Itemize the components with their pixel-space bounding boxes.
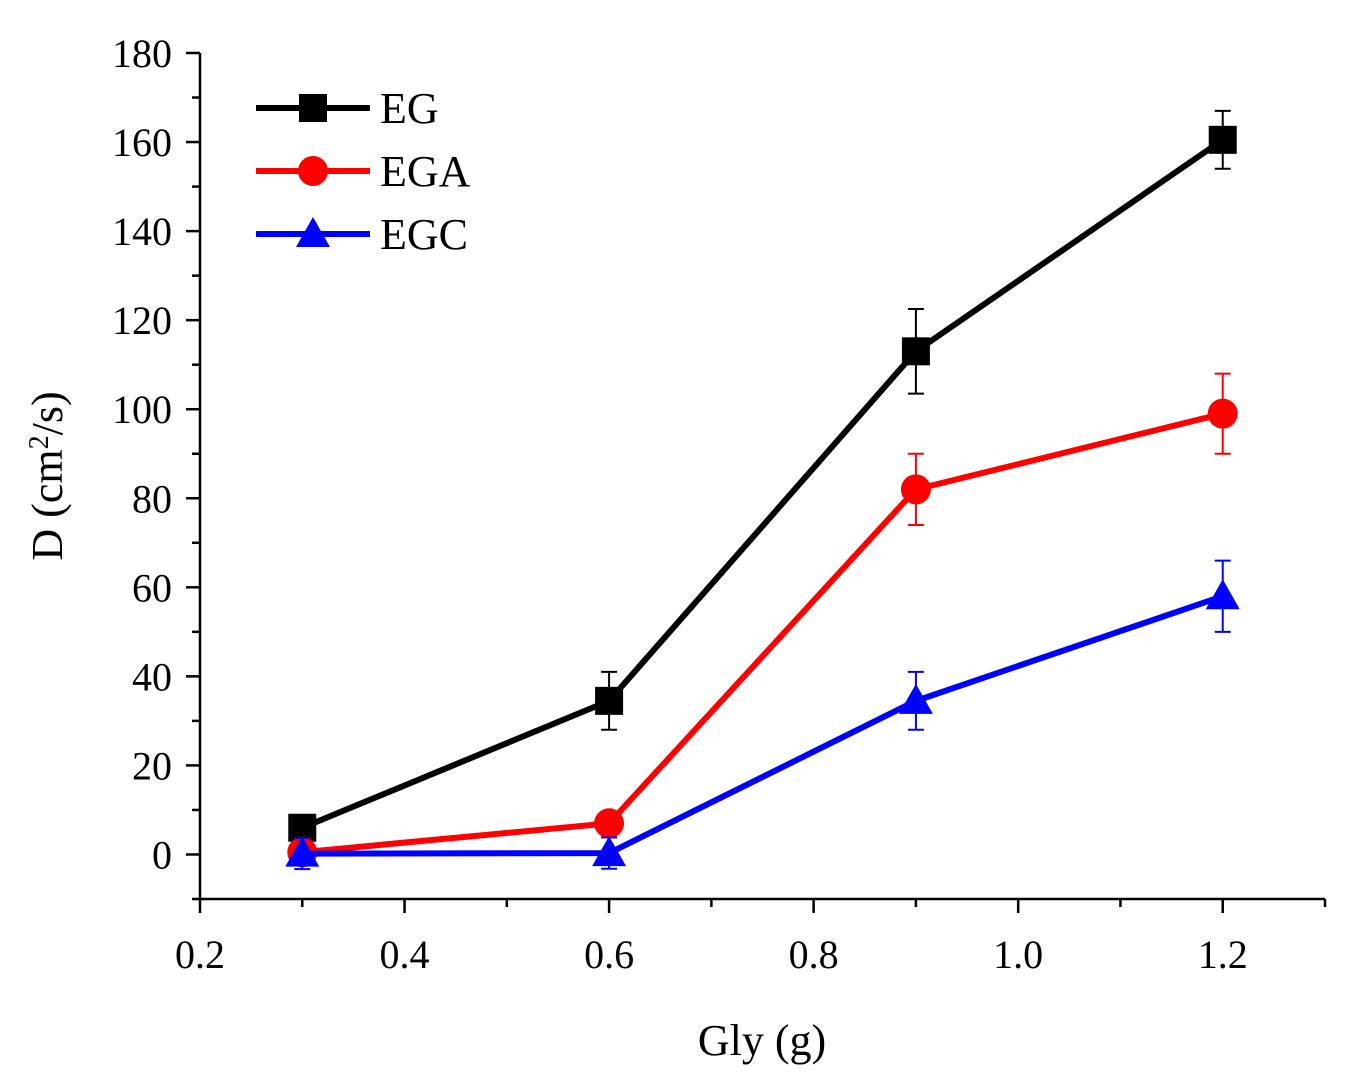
x-axis-title: Gly (g) <box>698 1016 826 1065</box>
series-ega <box>287 372 1238 868</box>
legend-marker <box>299 94 327 122</box>
data-point-marker <box>898 683 933 714</box>
series-line <box>302 593 1224 857</box>
series-eg <box>288 109 1237 842</box>
series-line <box>301 410 1224 856</box>
data-point-marker <box>1208 125 1237 154</box>
x-tick-label: 0.6 <box>584 932 634 977</box>
legend-marker <box>298 156 328 186</box>
x-tick-labels: 0.2 0.4 0.6 0.8 1.0 1.2 <box>175 932 1248 977</box>
y-axis-title-superscript: 2 <box>24 435 55 449</box>
data-point-marker <box>901 337 930 366</box>
legend-label: EGA <box>380 147 471 196</box>
legend-marker <box>296 217 330 247</box>
data-point-marker <box>900 474 931 505</box>
x-tick-label: 0.4 <box>380 932 430 977</box>
x-tick-label: 0.2 <box>175 932 225 977</box>
y-tick-label: 40 <box>132 654 172 699</box>
y-tick-label: 180 <box>112 31 172 76</box>
y-tick-label: 160 <box>112 120 172 165</box>
y-axis-title-main: D (cm <box>23 449 72 560</box>
series-line <box>301 137 1225 831</box>
y-tick-label: 120 <box>112 298 172 343</box>
legend-item-ega: EGA <box>256 147 471 196</box>
y-tick-labels: 0 20 40 60 80 100 120 140 160 180 <box>112 31 172 877</box>
y-axis-title-tail: /s) <box>23 391 72 435</box>
y-tick-label: 140 <box>112 209 172 254</box>
y-axis-title: D (cm2/s) <box>23 391 72 560</box>
data-point-marker <box>1205 579 1240 610</box>
y-tick-label: 20 <box>132 743 172 788</box>
legend-item-eg: EG <box>256 84 439 133</box>
legend-item-egc: EGC <box>256 210 468 259</box>
legend-label: EGC <box>380 210 468 259</box>
y-tick-label: 60 <box>132 565 172 610</box>
data-point-marker <box>1207 398 1238 429</box>
x-tick-label: 1.0 <box>993 932 1043 977</box>
axes <box>198 53 1325 901</box>
data-point-marker <box>595 686 624 715</box>
series-layer <box>285 109 1240 871</box>
data-point-marker <box>285 836 320 867</box>
legend-label: EG <box>380 84 439 133</box>
x-tick-label: 1.2 <box>1198 932 1248 977</box>
legend: EG EGA EGC <box>256 84 471 259</box>
y-tick-label: 0 <box>152 832 172 877</box>
series-egc <box>285 559 1240 871</box>
data-point-marker <box>592 836 627 867</box>
x-tick-label: 0.8 <box>789 932 839 977</box>
data-point-marker <box>594 808 625 839</box>
y-tick-label: 80 <box>132 476 172 521</box>
axis-ticks <box>186 51 1327 913</box>
y-tick-label: 100 <box>112 387 172 432</box>
